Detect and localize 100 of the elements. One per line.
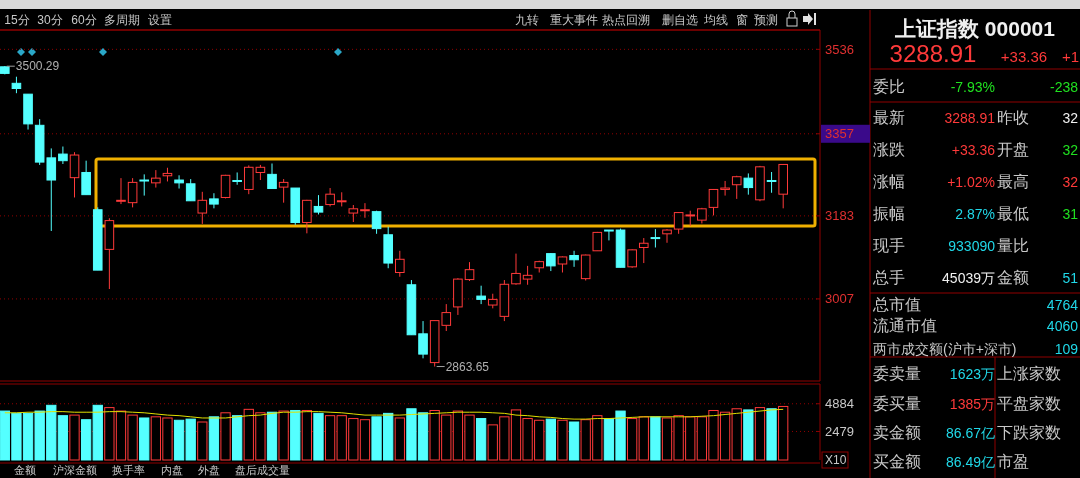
candlestick: [69, 151, 80, 198]
candlestick: [766, 171, 777, 194]
text: 最新: [873, 109, 905, 126]
candlestick: [232, 171, 242, 186]
text: +1.02%: [947, 174, 995, 190]
text: 51: [1062, 270, 1079, 286]
text: 窗: [736, 13, 748, 27]
text: 涨幅: [873, 173, 905, 190]
text: X10: [825, 453, 847, 467]
text: 预测: [754, 13, 778, 27]
text: 外盘: [198, 464, 220, 476]
candlestick: [302, 199, 312, 234]
candlestick: [209, 192, 219, 209]
text: 开盘: [997, 141, 1029, 158]
text: 重大事件: [550, 13, 598, 27]
text: 上证指数 000001: [894, 17, 1056, 40]
candlestick: [278, 178, 289, 204]
text: 86.67亿: [945, 425, 995, 441]
text: 最低: [997, 205, 1029, 222]
text: 量比: [997, 237, 1029, 254]
candlestick: [267, 163, 277, 190]
text: +1: [1062, 48, 1080, 65]
bar: [778, 405, 789, 461]
text: 4764: [1046, 297, 1079, 313]
bar: [69, 414, 80, 461]
bar: [232, 415, 243, 461]
text: 上涨家数: [997, 365, 1061, 382]
bar: [568, 421, 580, 461]
bar: [754, 407, 766, 461]
candlestick: [360, 202, 370, 219]
bar: [208, 416, 220, 461]
bar: [766, 408, 777, 461]
candlestick: [313, 194, 324, 215]
text: 振幅: [873, 205, 905, 222]
text: 32: [1062, 142, 1079, 158]
candlestick: [580, 254, 591, 282]
text: 3288.91: [944, 110, 996, 126]
text: 32: [1062, 174, 1079, 190]
y-tick-label: 3357: [825, 126, 854, 142]
annotation: 3500.29: [15, 59, 60, 74]
text: 现手: [873, 237, 905, 254]
text: 换手率: [111, 464, 145, 476]
line-series: [4, 408, 784, 420]
text: 流通市值: [873, 317, 937, 334]
bar: [313, 412, 324, 461]
bar: [743, 409, 754, 461]
text: 热点回溯: [602, 13, 650, 27]
text: 下跌家数: [997, 424, 1061, 441]
bar: [475, 418, 487, 461]
bar: [266, 411, 278, 461]
candlestick: [116, 177, 126, 205]
candlestick: [522, 265, 533, 286]
candlestick: [476, 285, 486, 305]
bar: [394, 417, 405, 461]
text: 1385万: [949, 396, 995, 412]
text: +33.36: [1000, 48, 1048, 65]
bar: [278, 410, 289, 461]
candlestick: [720, 180, 730, 197]
text: 委卖量: [873, 365, 921, 382]
text: 30分: [37, 13, 63, 27]
text: 两市成交额(沪市+深市): [873, 341, 1017, 357]
text: 昨收: [997, 109, 1029, 126]
y-tick-label: 2479: [825, 424, 854, 439]
candlestick: [81, 160, 91, 196]
text: 4060: [1046, 318, 1079, 334]
candlestick: [174, 174, 184, 190]
text: 109: [1054, 341, 1079, 357]
bar: [557, 419, 568, 461]
text: 86.49亿: [945, 454, 995, 470]
y-tick-label: 4884: [825, 396, 854, 412]
text: 内盘: [161, 464, 183, 476]
text: -7.93%: [950, 79, 995, 95]
candlestick: [325, 187, 335, 207]
candlestick: [604, 229, 614, 241]
text: 卖金额: [873, 424, 921, 441]
text: 删自选: [662, 13, 698, 27]
text: 平盘家数: [997, 395, 1061, 412]
bar: [197, 421, 208, 461]
y-tick-label: 3536: [825, 41, 854, 57]
text: 市盈: [997, 453, 1029, 470]
candlestick: [743, 172, 754, 196]
candlestick: [418, 320, 428, 359]
text: 多周期: [104, 13, 140, 27]
candlestick: [627, 248, 637, 269]
text: 涨跌: [873, 141, 905, 158]
text: 均线: [703, 13, 728, 27]
text: 总市值: [872, 296, 921, 313]
bar: [220, 412, 231, 461]
text: 3288.91: [889, 40, 977, 67]
text: 1623万: [949, 366, 995, 382]
bar: [545, 418, 556, 461]
text: 委买量: [873, 395, 921, 412]
bar: [650, 416, 661, 461]
text: 金额: [997, 269, 1029, 286]
candlestick: [650, 228, 661, 248]
candlestick: [511, 253, 521, 286]
text: 60分: [71, 13, 97, 27]
text: 九转: [515, 13, 539, 27]
text: 总手: [872, 269, 905, 286]
text: 盘后成交量: [234, 464, 290, 476]
